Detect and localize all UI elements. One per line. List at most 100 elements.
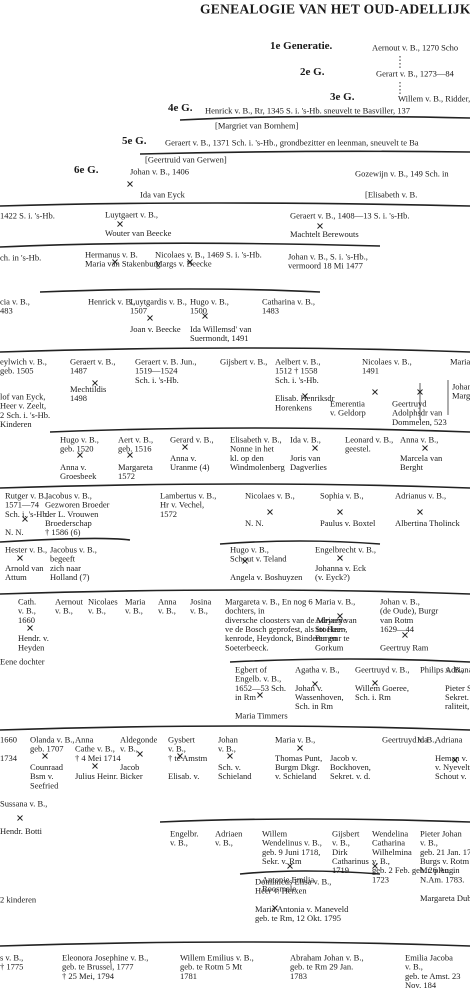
entry-line: † 4 Mei 1714	[75, 753, 121, 763]
entry-line: Schout v.	[435, 771, 467, 781]
entry-line: 1629—44	[380, 624, 415, 634]
entry-line: Catharinus	[332, 856, 369, 866]
entry-line: v. B.,	[168, 744, 186, 754]
entry-line: Elisab. Henriksdr	[275, 393, 335, 403]
entry-line: N. N.	[5, 527, 24, 537]
entry-line: Emilia Jacoba	[405, 952, 453, 962]
entry-line: Roosmale	[262, 884, 296, 894]
person-entry: Hugo v. B.,Schout v. Teland Angela v. Bos…	[230, 544, 303, 582]
entry-line: Maria v. B.,	[315, 596, 355, 606]
entry-line: Hester v. B.,	[5, 544, 47, 554]
entry-line: Suermondt, 1491	[190, 333, 249, 343]
entry-line: geb. 9 Juni 1718,	[262, 847, 320, 857]
entry-line: Angela v. Boshuyzen	[230, 572, 303, 582]
cross	[182, 444, 188, 450]
entry-line: eylwich v. B.,	[0, 356, 47, 366]
entry-line: Sch. in Rm	[295, 701, 333, 711]
entry-line: 1719	[332, 865, 349, 875]
entry-line: Philips v. B.,	[420, 664, 464, 674]
entry-line: Pieter S	[445, 683, 470, 693]
entry-line: Egbert of	[235, 664, 267, 674]
cross	[242, 558, 248, 564]
cross	[337, 613, 343, 619]
entry-line: Burgmr te	[315, 633, 350, 643]
entry-line: 1783	[290, 971, 307, 981]
entry-line: Cathe v. B.,	[75, 744, 115, 754]
entry-line: Gysbert	[168, 734, 196, 744]
entry-line: Adolphsdr van	[392, 408, 443, 418]
entry-line: geb. 2 Feb. geb. 26 Aug.	[372, 865, 455, 875]
entry-line: Henrick v. B.,	[88, 296, 135, 306]
person-entry: Agatha v. B., Johan v.Wassenhoven,Sch. in…	[295, 664, 344, 711]
cross	[372, 680, 378, 686]
entry-line: v. B.,	[405, 962, 423, 972]
person-entry: Gozewijn v. B., 149 Sch. in	[355, 168, 449, 178]
entry-line: Gorkum	[315, 642, 344, 652]
person-entry: Adriana Heman v. Zv. Nyevelt, SSchout v.	[435, 734, 470, 781]
cross	[112, 259, 118, 265]
entry-line: der L. Vrouwen	[45, 509, 99, 519]
entry-line: Nonne in het	[230, 444, 275, 454]
cross	[137, 751, 143, 757]
entry-line: Heyden	[18, 642, 45, 652]
entry-line: Ida	[417, 734, 428, 744]
entry-line: v. Schieland	[275, 771, 317, 781]
entry-line: Heman v. Z	[435, 753, 470, 763]
entry-line: Maria Antonia v. Maneveld	[255, 904, 349, 914]
entry-line: Margareta Dubois	[420, 893, 470, 903]
entry-line: kl. op den	[230, 453, 265, 463]
entry-line: geb. 1505	[0, 366, 34, 376]
entry-line: Maria van Stakenburg	[85, 259, 161, 269]
cross	[372, 389, 378, 395]
entry-line: Elisab. v.	[168, 771, 199, 781]
entry-line: v. B.,	[170, 838, 188, 848]
person-entry: Engelbr.v. B.,	[170, 828, 199, 847]
entry-line: 2 Sch. i. 's-Hb.	[0, 410, 50, 420]
entry-line: Geertruyd v. B.,	[382, 734, 436, 744]
person-entry: Geraert v. B., 1408—13 S. i. 's-Hb. Macht…	[290, 210, 410, 238]
entry-line: geb. 1520	[60, 444, 94, 454]
entry-line: vermoord 18 Mi 1477	[288, 261, 363, 271]
entry-line: Anna v. B.,	[400, 434, 438, 444]
entry-line: Aert v. B.,	[118, 434, 153, 444]
entry-line: 2 kinderen	[0, 894, 37, 904]
cross	[337, 509, 343, 515]
entry-line: v. B.,	[218, 744, 236, 754]
person-entry: Philips v. B.,	[420, 664, 464, 674]
person-entry: Jacob v.Bockhoven,Sekret. v. d.	[330, 753, 371, 781]
person-entry: Johan v. B., S. i. 's-Hb.,vermoord 18 Mi…	[288, 251, 368, 270]
person-entry: Luytgardis v. B.,1507 Joan v. Beecke	[130, 296, 187, 334]
entry-line: Gezworen Broeder	[45, 500, 110, 510]
entry-line: 1652—53 Sch.	[235, 683, 286, 693]
entry-line: ve de Bosch geprofest, als tot Heer-	[225, 624, 347, 634]
person-entry: Geertruyd v. B.,	[382, 734, 436, 744]
cross	[297, 745, 303, 751]
person-entry: Maria v. B., Thomas Punt,Burgm Dkgr.v. Sc…	[275, 734, 322, 781]
entry-line: v. B.,	[215, 838, 233, 848]
entry-line: Hugo v. B.,	[230, 544, 269, 554]
person-entry: Hermanus v. B.Maria van Stakenburg	[85, 249, 161, 268]
entry-line: Paulus v. Boxtel	[320, 518, 376, 528]
entry-line: geestel.	[345, 444, 371, 454]
entry-line: Hermanus v. B.	[85, 249, 138, 259]
entry-line: 1422 S. i. 's-Hb.	[0, 210, 55, 220]
entry-line: 1660	[18, 615, 35, 625]
entry-line: Sophia v. B.,	[320, 490, 364, 500]
person-entry: Nicolaes v. B., N. N.	[245, 490, 295, 528]
person-entry: s v. B.,† 1775	[0, 952, 23, 971]
entry-line: Hr v. Vechel,	[160, 500, 204, 510]
